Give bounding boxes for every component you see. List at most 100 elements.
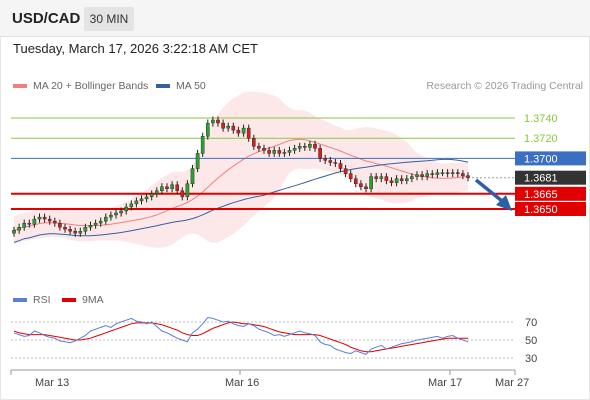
rsi-tick-label: 50 bbox=[525, 335, 537, 347]
candle-up bbox=[22, 222, 27, 228]
candle-up bbox=[109, 214, 113, 218]
candle-up bbox=[292, 148, 297, 151]
candle-up bbox=[195, 153, 200, 169]
candle-up bbox=[272, 150, 277, 154]
rsi-ma-line bbox=[13, 321, 468, 353]
x-label-mar27: Mar 27 bbox=[495, 377, 530, 389]
candle-down bbox=[277, 150, 282, 154]
candle-down bbox=[165, 186, 169, 190]
candle-up bbox=[129, 203, 134, 208]
candle-down bbox=[216, 119, 220, 124]
level-tag bbox=[515, 202, 586, 216]
legend-ma50: MA 50 bbox=[156, 80, 206, 92]
candle-up bbox=[98, 220, 103, 224]
rsi-tick-label: 70 bbox=[525, 317, 537, 329]
candle-up bbox=[160, 186, 164, 192]
candle-up bbox=[200, 135, 205, 154]
candle-down bbox=[323, 158, 328, 161]
candle-down bbox=[384, 176, 389, 181]
candle-down bbox=[318, 148, 322, 159]
ma50-label: MA 50 bbox=[176, 80, 206, 92]
candle-up bbox=[405, 178, 409, 181]
ma50-line bbox=[13, 158, 469, 243]
candle-down bbox=[267, 150, 271, 154]
candle-up bbox=[297, 146, 302, 149]
candle-down bbox=[461, 173, 465, 176]
candle-up bbox=[17, 226, 21, 231]
candle-up bbox=[124, 206, 128, 212]
timestamp: Tuesday, March 17, 2026 3:22:18 AM CET bbox=[13, 41, 258, 56]
level-label: 1.3665 bbox=[524, 189, 558, 201]
candle-down bbox=[420, 174, 424, 177]
ma50-swatch bbox=[156, 84, 170, 88]
candle-up bbox=[103, 216, 108, 222]
candle-up bbox=[78, 230, 83, 234]
candle-up bbox=[379, 176, 384, 179]
candle-down bbox=[303, 146, 307, 148]
chart-header: USD/CAD 30 MIN bbox=[0, 0, 590, 37]
candle-up bbox=[241, 127, 246, 134]
candle-up bbox=[287, 150, 292, 153]
rsi-ma-label: 9MA bbox=[82, 294, 104, 306]
candle-down bbox=[445, 172, 450, 174]
legend-rsi: RSI bbox=[13, 294, 51, 306]
candle-down bbox=[27, 222, 32, 225]
candle-down bbox=[47, 218, 52, 222]
candle-up bbox=[139, 198, 144, 202]
candle-down bbox=[257, 146, 261, 149]
candle-up bbox=[12, 229, 16, 234]
x-label-mar13: Mar 13 bbox=[35, 377, 70, 389]
candle-down bbox=[236, 129, 241, 134]
level-tag bbox=[515, 151, 586, 166]
candle-up bbox=[282, 152, 287, 154]
level-tag bbox=[515, 186, 586, 201]
ma20-swatch bbox=[13, 84, 27, 88]
candle-up bbox=[226, 125, 231, 129]
candle-up bbox=[185, 183, 190, 197]
timeframe-badge[interactable]: 30 MIN bbox=[84, 7, 134, 31]
candle-down bbox=[180, 190, 185, 198]
candle-down bbox=[466, 175, 470, 178]
rsi-line bbox=[13, 316, 469, 355]
level-label: 1.3700 bbox=[524, 153, 558, 165]
candle-down bbox=[175, 184, 180, 191]
candle-up bbox=[369, 176, 373, 189]
candle-down bbox=[246, 127, 251, 139]
candle-down bbox=[68, 228, 72, 232]
candle-down bbox=[63, 226, 67, 230]
candle-up bbox=[88, 224, 93, 228]
rsi-label: RSI bbox=[33, 294, 51, 306]
candle-up bbox=[32, 218, 37, 225]
candle-up bbox=[144, 196, 149, 200]
candle-down bbox=[348, 173, 353, 179]
candle-up bbox=[190, 168, 195, 185]
candle-up bbox=[134, 200, 139, 205]
rsi-tick-label: 30 bbox=[525, 353, 537, 365]
candle-up bbox=[170, 184, 174, 189]
ma20-label: MA 20 + Bollinger Bands bbox=[33, 80, 149, 92]
candle-up bbox=[149, 193, 154, 198]
candle-down bbox=[333, 162, 338, 164]
candle-down bbox=[313, 144, 317, 149]
candle-up bbox=[211, 119, 215, 124]
candle-up bbox=[37, 216, 42, 220]
candle-up bbox=[450, 172, 455, 174]
candle-up bbox=[83, 226, 88, 232]
candle-down bbox=[338, 163, 343, 169]
rsi-swatch bbox=[13, 298, 27, 302]
candle-down bbox=[430, 173, 435, 175]
legend-rsi-ma: 9MA bbox=[62, 294, 104, 306]
candle-down bbox=[343, 168, 348, 174]
candle-up bbox=[410, 176, 414, 179]
candle-up bbox=[119, 210, 123, 214]
candle-up bbox=[154, 190, 159, 195]
candle-down bbox=[251, 137, 256, 147]
forecast-arrow-head bbox=[496, 195, 512, 211]
level-label: 1.3740 bbox=[524, 113, 558, 125]
candle-up bbox=[114, 212, 118, 216]
candle-down bbox=[389, 180, 394, 183]
candle-down bbox=[456, 172, 460, 174]
candle-down bbox=[399, 178, 404, 181]
candle-up bbox=[425, 173, 430, 177]
